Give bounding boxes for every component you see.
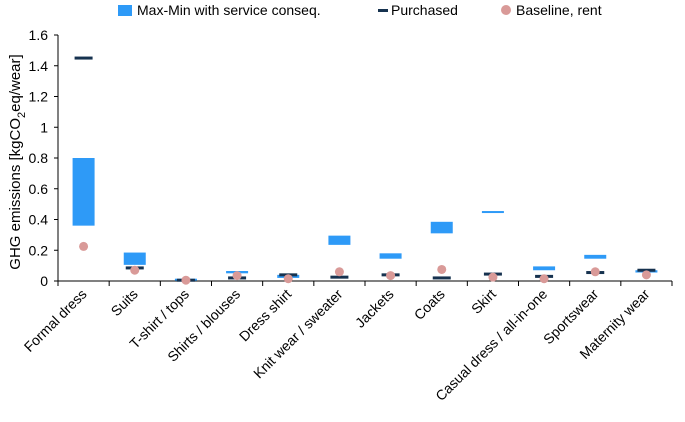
legend: Max-Min with service conseq. Purchased Bas… (118, 2, 602, 18)
y-tick-label: 0.2 (29, 242, 49, 258)
legend-swatch-range (118, 5, 132, 16)
legend-label-baseline: Baseline, rent (516, 2, 602, 18)
y-tick-label: 0 (40, 273, 48, 289)
y-tick-label: 0.4 (29, 212, 49, 228)
y-tick-label: 1 (40, 119, 48, 135)
baseline-rent-dot (181, 275, 191, 285)
range-box (584, 254, 607, 259)
range-box (379, 253, 402, 259)
baseline-rent-dot (641, 270, 651, 280)
chart-marks (72, 56, 658, 285)
baseline-rent-dot (79, 241, 89, 251)
category-label: Skirt (468, 286, 499, 317)
baseline-rent-dot (590, 267, 600, 277)
category-label: Knit wear / sweater (250, 286, 346, 382)
range-box (481, 211, 504, 214)
y-tick-label: 0.6 (29, 181, 49, 197)
legend-swatch-baseline (501, 5, 511, 15)
category-label: Suits (108, 286, 141, 319)
baseline-rent-dot (334, 267, 344, 277)
y-tick-label: 1.4 (29, 58, 49, 74)
legend-label-range: Max-Min with service conseq. (137, 2, 321, 18)
baseline-rent-dot (130, 265, 140, 275)
purchased-marker (432, 276, 451, 280)
purchased-marker (330, 275, 349, 279)
purchased-marker (74, 56, 93, 60)
baseline-rent-dot (437, 264, 447, 274)
category-label: Jackets (352, 286, 397, 331)
purchased-marker (637, 268, 656, 272)
y-tick-label: 1.6 (29, 27, 49, 43)
range-box (328, 235, 351, 245)
baseline-rent-dot (283, 274, 293, 284)
y-tick-label: 1.2 (29, 89, 49, 105)
category-label: Formal dress (21, 286, 90, 355)
category-label: Coats (411, 286, 448, 323)
baseline-rent-dot (539, 274, 549, 284)
baseline-rent-dot (232, 271, 242, 281)
baseline-rent-dot (386, 271, 396, 281)
range-box (430, 221, 453, 234)
legend-label-purchased: Purchased (391, 2, 458, 18)
range-box (123, 252, 146, 265)
baseline-rent-dot (488, 272, 498, 282)
y-axis: 0 0.2 0.4 0.6 0.8 1 1.2 1.4 1.6 (29, 27, 59, 289)
range-box (72, 158, 95, 226)
range-box (533, 266, 556, 271)
legend-swatch-purchased (378, 9, 388, 12)
y-axis-title: GHG emissions [kgCO2eq/wear] (7, 54, 28, 269)
y-tick-label: 0.8 (29, 150, 49, 166)
